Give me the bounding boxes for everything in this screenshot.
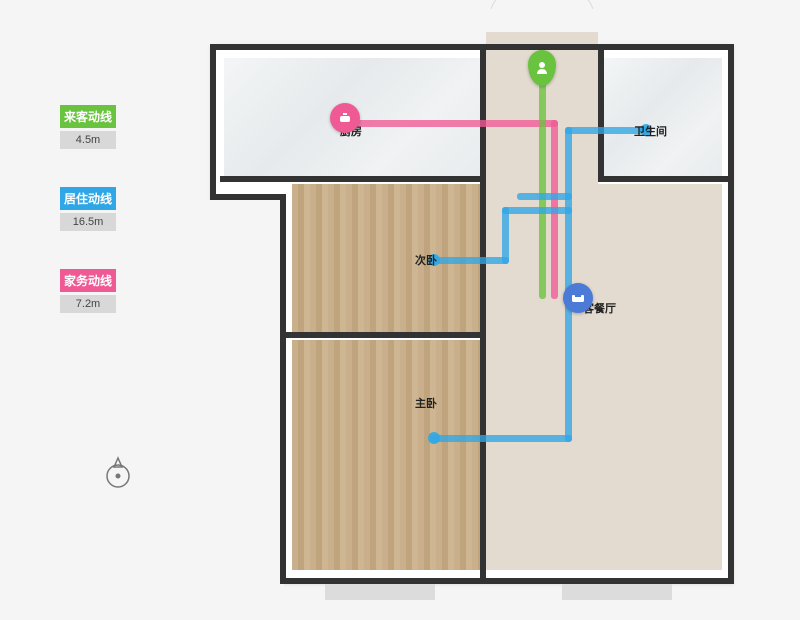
wall xyxy=(220,176,484,182)
legend-item-housework: 家务动线 7.2m xyxy=(60,269,116,313)
living-marker-icon xyxy=(563,283,593,313)
legend-label: 家务动线 xyxy=(60,269,116,292)
window-sill xyxy=(562,584,672,600)
legend-item-resident: 居住动线 16.5m xyxy=(60,187,116,231)
legend-value: 7.2m xyxy=(60,295,116,313)
floor-plan: 厨房 卫生间 客餐厅 次卧 主卧 xyxy=(190,10,750,590)
legend-label: 居住动线 xyxy=(60,187,116,210)
wall xyxy=(598,50,604,182)
path-segment xyxy=(502,207,572,214)
path-segment xyxy=(539,67,546,299)
legend-value: 16.5m xyxy=(60,213,116,231)
path-segment xyxy=(347,120,558,127)
path-segment xyxy=(431,257,509,264)
wall xyxy=(598,176,728,182)
wall xyxy=(480,50,486,182)
room-bathroom xyxy=(604,58,722,178)
compass-icon xyxy=(100,455,136,491)
path-node xyxy=(428,432,440,444)
wall xyxy=(480,182,486,578)
path-segment xyxy=(431,435,572,442)
wall xyxy=(210,44,216,200)
path-segment xyxy=(517,193,572,200)
room-label-bedroom2: 次卧 xyxy=(415,252,437,268)
window-sill xyxy=(325,584,435,600)
legend-label: 来客动线 xyxy=(60,105,116,128)
legend-value: 4.5m xyxy=(60,131,116,149)
room-bedroom1 xyxy=(292,340,480,570)
room-living xyxy=(486,184,722,570)
wall xyxy=(210,194,286,200)
wall xyxy=(210,44,734,50)
wall xyxy=(728,44,734,584)
wall-notch xyxy=(180,200,284,620)
wall xyxy=(280,194,286,584)
legend: 来客动线 4.5m 居住动线 16.5m 家务动线 7.2m xyxy=(60,105,116,351)
kitchen-marker-icon xyxy=(330,103,360,133)
wall xyxy=(286,332,484,338)
room-label-bedroom1: 主卧 xyxy=(415,395,437,411)
path-segment xyxy=(502,207,509,264)
room-label-bathroom: 卫生间 xyxy=(634,123,667,139)
legend-item-guest: 来客动线 4.5m xyxy=(60,105,116,149)
